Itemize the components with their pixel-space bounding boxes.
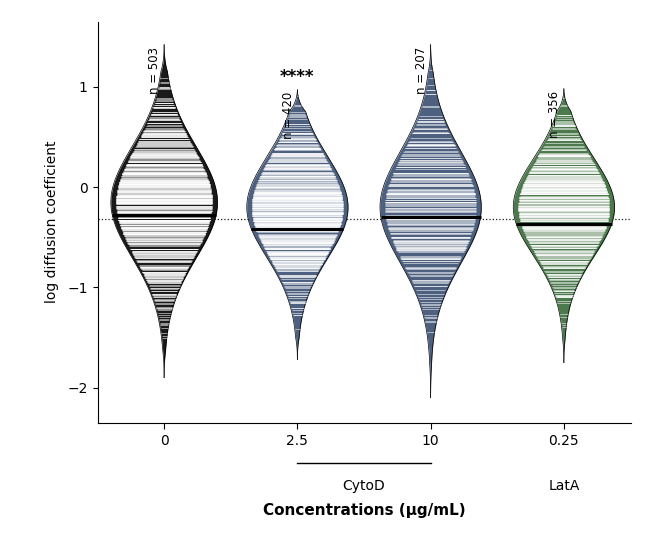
Text: n = 420: n = 420 — [281, 92, 294, 139]
Text: n = 356: n = 356 — [548, 91, 561, 138]
Text: n = 503: n = 503 — [148, 47, 161, 94]
Text: CytoD: CytoD — [343, 479, 385, 493]
Text: ****: **** — [280, 68, 315, 86]
Y-axis label: log diffusion coefficient: log diffusion coefficient — [45, 141, 59, 304]
Text: LatA: LatA — [548, 479, 580, 493]
Text: Concentrations (μg/mL): Concentrations (μg/mL) — [263, 503, 465, 518]
Text: n = 207: n = 207 — [415, 47, 428, 94]
